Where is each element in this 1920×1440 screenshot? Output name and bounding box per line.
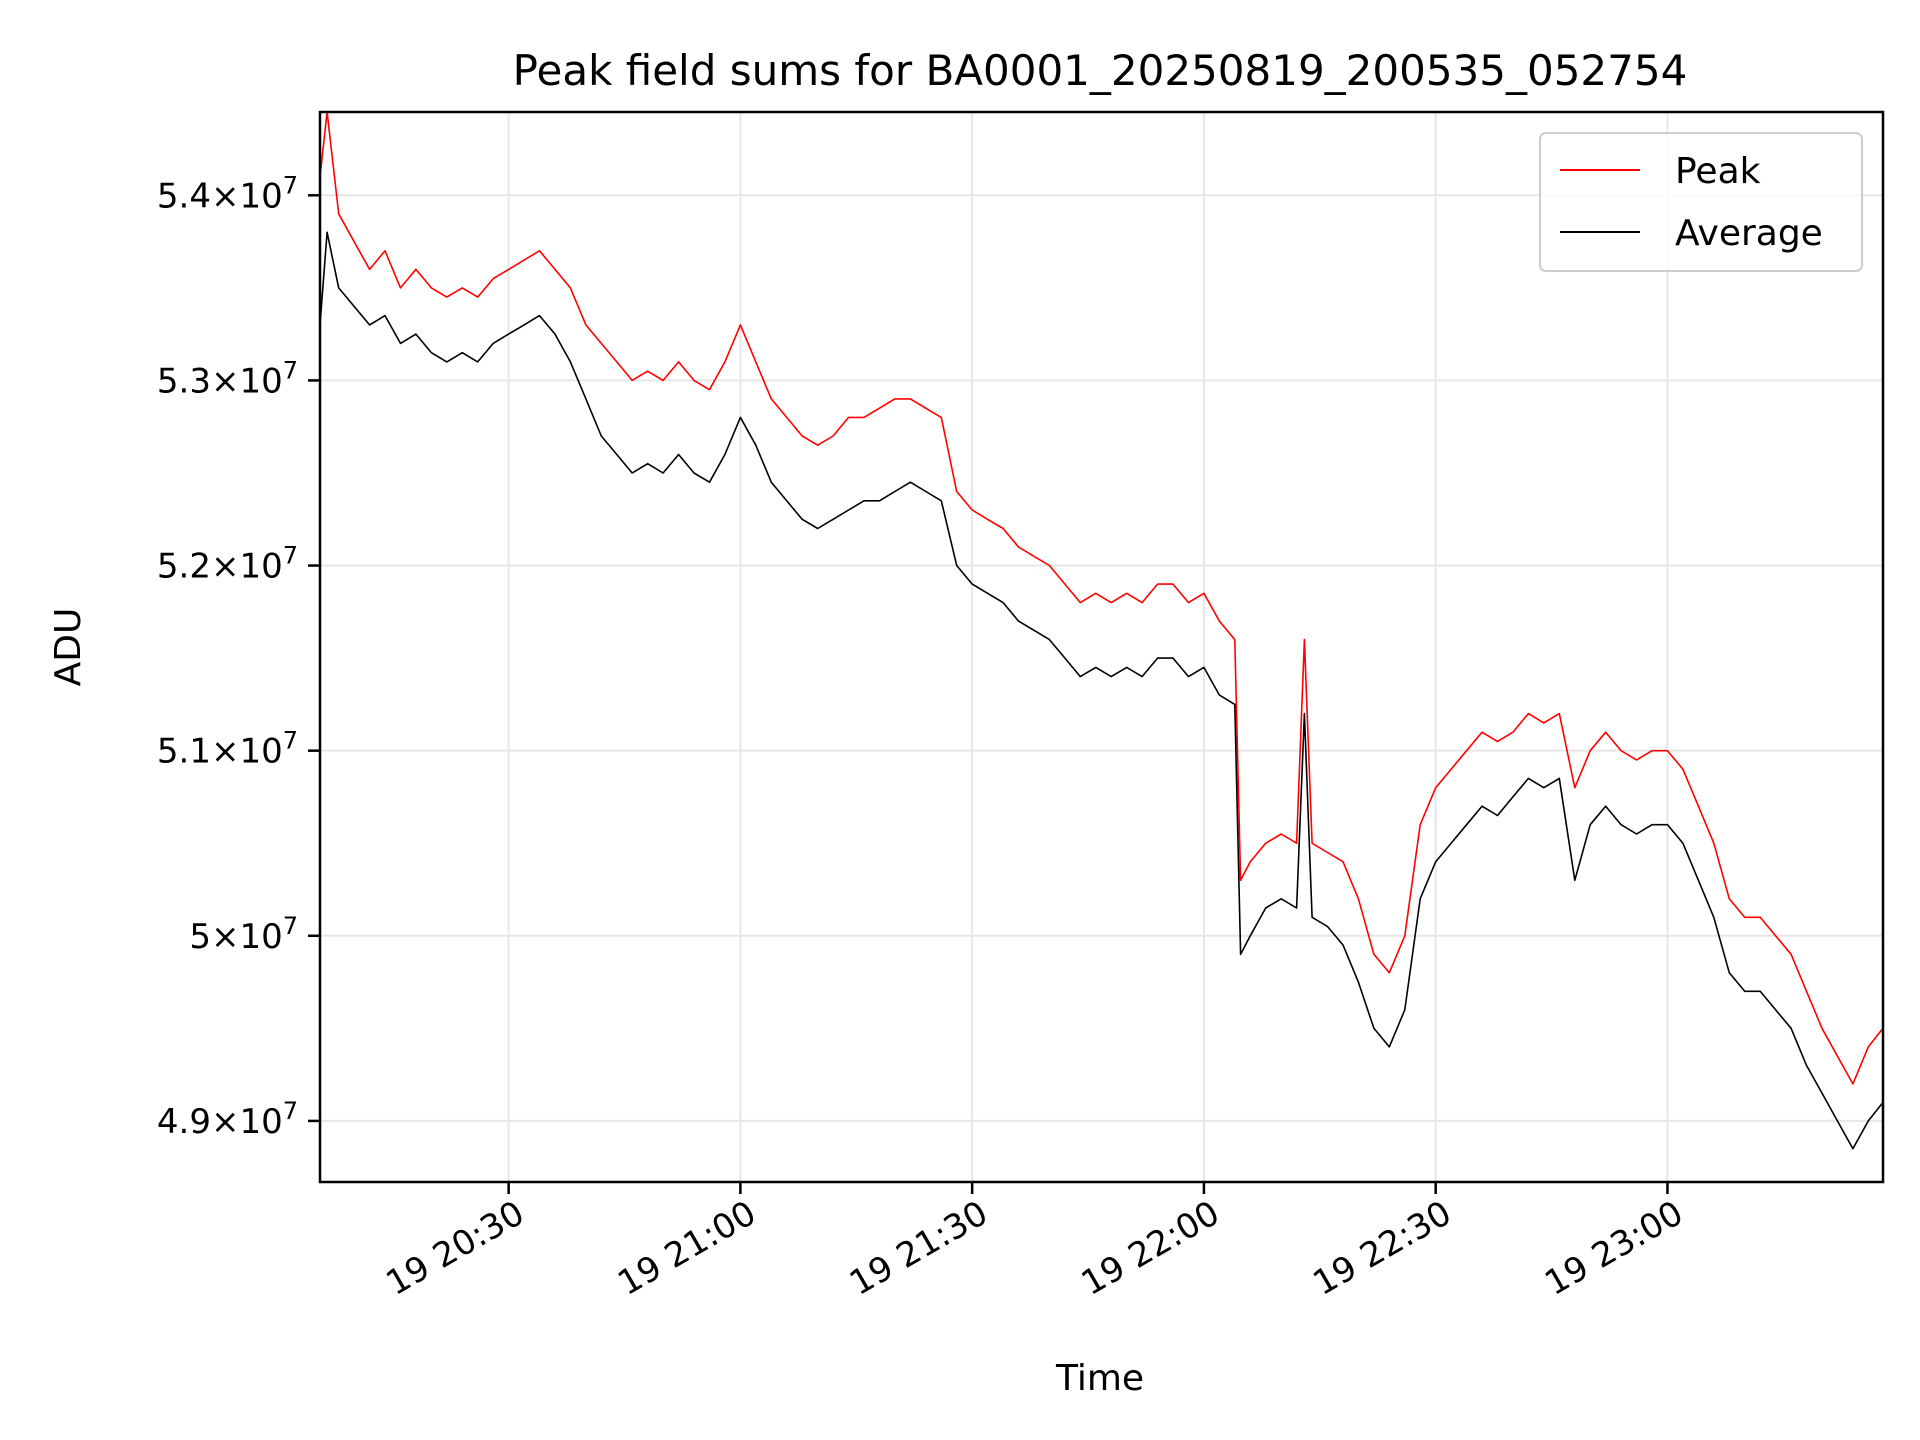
series-line-average xyxy=(319,231,1884,1150)
y-tick-mantissa: 5 xyxy=(189,917,211,957)
y-tick-mantissa: 5.4 xyxy=(157,176,211,216)
y-tick-exponent: 7 xyxy=(283,171,298,199)
legend-label: Peak xyxy=(1675,151,1761,192)
y-tick-label: 5.3×107 xyxy=(157,356,298,401)
y-tick-mantissa: 5.3 xyxy=(157,361,211,401)
y-tick-times-sign: ×10 xyxy=(211,547,283,587)
legend: Peak Average xyxy=(1539,132,1863,272)
y-tick-label: 5.4×107 xyxy=(157,171,298,216)
legend-box xyxy=(1539,132,1863,272)
legend-label: Average xyxy=(1675,213,1823,254)
plot-frame xyxy=(318,110,1885,1184)
y-tick-exponent: 7 xyxy=(283,356,298,384)
chart-title: Peak field sums for BA0001_20250819_2005… xyxy=(513,46,1688,95)
y-tick-exponent: 7 xyxy=(283,542,298,570)
y-axis-label: ADU xyxy=(48,608,89,687)
y-tick-mantissa: 5.2 xyxy=(157,547,211,587)
y-tick-label: 5.2×107 xyxy=(157,542,298,587)
y-tick-mantissa: 5.1 xyxy=(157,732,211,772)
y-tick-exponent: 7 xyxy=(283,727,298,755)
y-tick-times-sign: ×10 xyxy=(211,917,283,957)
y-tick-times-sign: ×10 xyxy=(211,1102,283,1142)
y-tick-times-sign: ×10 xyxy=(211,361,283,401)
y-tick-label: 5.1×107 xyxy=(157,727,298,772)
series-layer xyxy=(319,111,1884,1150)
y-tick-label: 4.9×107 xyxy=(157,1097,298,1142)
y-tick-times-sign: ×10 xyxy=(211,176,283,216)
y-tick-times-sign: ×10 xyxy=(211,732,283,772)
x-axis-label: Time xyxy=(1055,1358,1144,1399)
y-tick-exponent: 7 xyxy=(283,912,298,940)
y-tick-mantissa: 4.9 xyxy=(157,1102,211,1142)
grid xyxy=(320,112,1883,1182)
y-tick-label: 5×107 xyxy=(189,912,298,957)
y-tick-exponent: 7 xyxy=(283,1097,298,1125)
series-line-peak xyxy=(319,111,1884,1085)
